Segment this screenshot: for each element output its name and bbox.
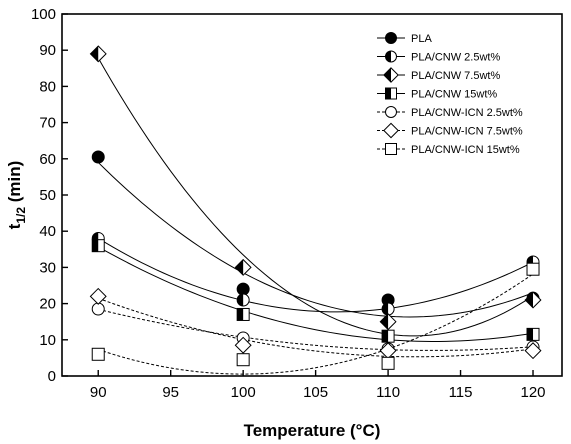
point-pla-cnw-2-5wt	[236, 293, 250, 307]
y-tick-label: 40	[39, 223, 56, 240]
y-tick-label: 0	[48, 368, 56, 385]
legend-label-pla: PLA	[411, 33, 432, 45]
series-line-pla-cnw-15wt	[97, 246, 534, 342]
point-pla-cnw-icn-15wt	[91, 347, 105, 361]
series-line-pla-cnw-icn-7-5wt	[98, 297, 534, 358]
point-pla-cnw-15wt	[526, 327, 540, 341]
x-tick-label: 95	[162, 384, 179, 401]
x-tick-label: 100	[231, 384, 256, 401]
series-line-pla	[97, 162, 534, 318]
legend-label-pla-cnw-2-5wt: PLA/CNW 2.5wt%	[411, 52, 500, 64]
y-tick-label: 10	[39, 332, 56, 349]
series-line-pla-cnw-2-5wt	[97, 237, 534, 313]
plot-frame	[61, 13, 563, 377]
point-pla-cnw-7-5wt	[89, 45, 107, 63]
point-pla-cnw-15wt	[91, 239, 105, 253]
legend-marker-pla-cnw-icn-15wt	[385, 143, 397, 155]
y-tick-label: 100	[31, 6, 56, 23]
point-pla	[236, 282, 250, 296]
y-tick-label: 70	[39, 115, 56, 132]
legend-label-pla-cnw-icn-2-5wt: PLA/CNW-ICN 2.5wt%	[411, 107, 523, 119]
legend-label-pla-cnw-icn-15wt: PLA/CNW-ICN 15wt%	[411, 144, 520, 156]
y-tick-label: 20	[39, 296, 56, 313]
y-axis-title-subscript: 1/2	[14, 207, 28, 224]
legend-label-pla-cnw-7-5wt: PLA/CNW 7.5wt%	[411, 70, 500, 82]
x-tick-label: 90	[90, 384, 107, 401]
point-pla-cnw-15wt	[236, 307, 250, 321]
legend-label-pla-cnw-15wt: PLA/CNW 15wt%	[411, 89, 497, 101]
y-tick-label: 90	[39, 42, 56, 59]
legend-marker-pla-cnw-icn-7-5wt	[383, 122, 399, 139]
series-line-pla-cnw-icn-2-5wt	[98, 308, 534, 351]
point-pla-cnw-7-5wt	[379, 313, 397, 331]
x-tick-label: 105	[303, 384, 328, 401]
y-axis-title-unit: (min)	[5, 161, 24, 207]
point-pla-cnw-icn-15wt	[236, 353, 250, 367]
x-axis-title: Temperature (°C)	[244, 421, 381, 440]
point-pla-cnw-7-5wt	[234, 258, 252, 276]
y-axis-title-main: t	[5, 223, 24, 229]
y-tick-label: 30	[39, 259, 56, 276]
series-markers	[89, 45, 542, 370]
series-line-pla-cnw-icn-15wt	[98, 273, 534, 375]
y-tick-label: 50	[39, 187, 56, 204]
point-pla-cnw-icn-7-5wt	[89, 287, 107, 305]
y-tick-label: 80	[39, 78, 56, 95]
legend-marker-pla-cnw-icn-2-5wt	[385, 106, 397, 118]
point-pla-cnw-icn-15wt	[381, 356, 395, 370]
point-pla-cnw-icn-15wt	[526, 262, 540, 276]
legend: PLA PLA/CNW 2.5wt% PLA/CNW 7.5wt% PLA/CNW 1…	[377, 32, 523, 156]
point-pla	[381, 293, 395, 307]
series-line-pla-cnw-7-5wt	[97, 57, 534, 337]
point-pla-cnw-15wt	[381, 329, 395, 343]
y-axis-title: t1/2 (min)	[5, 161, 28, 230]
point-pla-cnw-icn-7-5wt	[524, 342, 542, 360]
x-tick-label: 110	[376, 384, 400, 401]
legend-marker-pla-cnw-7-5wt	[383, 67, 399, 83]
legend-marker-pla	[385, 32, 397, 44]
point-pla	[91, 150, 105, 164]
x-tick-label: 115	[449, 384, 473, 401]
legend-label-pla-cnw-icn-7-5wt: PLA/CNW-ICN 7.5wt%	[411, 126, 523, 138]
point-pla-cnw-7-5wt	[524, 291, 542, 309]
axis-ticks: 90 95 100 105 110 115 120 0 10 20 30 40 50 60 70 80 90 10…	[31, 6, 546, 401]
point-pla-cnw-icn-7-5wt	[234, 336, 252, 354]
series-curves	[97, 57, 534, 375]
legend-marker-pla-cnw-2-5wt	[385, 50, 397, 63]
y-tick-label: 60	[39, 151, 56, 168]
x-tick-label: 120	[520, 384, 545, 401]
legend-marker-pla-cnw-15wt	[385, 87, 397, 100]
